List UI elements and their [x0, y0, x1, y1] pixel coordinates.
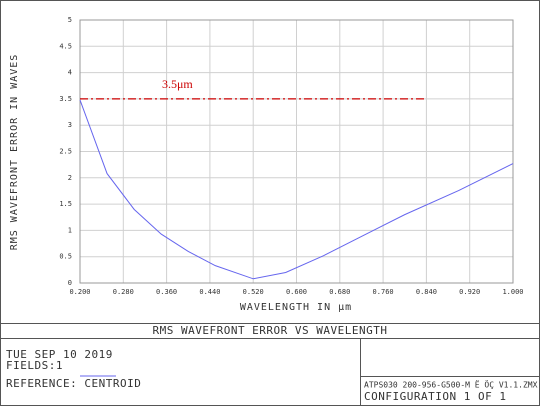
y-tick-label: 1	[68, 226, 72, 234]
y-tick-label: 3	[68, 121, 72, 129]
y-tick-label: 5	[68, 16, 72, 24]
x-tick-label: 0.760	[373, 288, 394, 296]
y-tick-label: 2.5	[59, 148, 72, 156]
x-tick-label: 0.840	[416, 288, 437, 296]
y-tick-label: 3.5	[59, 95, 72, 103]
x-tick-label: 0.520	[243, 288, 264, 296]
plot-border	[79, 19, 514, 284]
x-tick-label: 1.000	[502, 288, 523, 296]
x-axis-label: WAVELENGTH IN µm	[240, 302, 352, 313]
x-tick-label: 0.360	[156, 288, 177, 296]
annotation-label: 3.5μm	[162, 77, 193, 91]
data-line	[79, 99, 514, 280]
x-tick-label: 0.920	[459, 288, 480, 296]
x-tick-label: 0.680	[329, 288, 350, 296]
x-tick-label: 0.200	[69, 288, 90, 296]
file-name: ATPS030 200-956-G500-M Ё ÖÇ V1.1.ZMX	[364, 380, 538, 390]
y-tick-label: 0	[68, 279, 72, 287]
date: TUE SEP 10 2019	[6, 348, 113, 361]
y-tick-label: 1.5	[59, 200, 72, 208]
fields: FIELDS:1	[6, 359, 63, 372]
x-tick-label: 0.440	[199, 288, 220, 296]
y-tick-label: 2	[68, 174, 72, 182]
configuration: CONFIGURATION 1 OF 1	[364, 390, 506, 403]
y-tick-label: 4.5	[59, 42, 72, 50]
reference: REFERENCE: CENTROID	[6, 377, 141, 390]
footer-title: RMS WAVEFRONT ERROR VS WAVELENGTH	[152, 324, 387, 337]
x-tick-label: 0.280	[113, 288, 134, 296]
y-axis-label: RMS WAVEFRONT ERROR IN WAVES	[9, 54, 20, 251]
x-tick-label: 0.600	[286, 288, 307, 296]
y-tick-label: 0.5	[59, 253, 72, 261]
y-tick-label: 4	[68, 69, 72, 77]
